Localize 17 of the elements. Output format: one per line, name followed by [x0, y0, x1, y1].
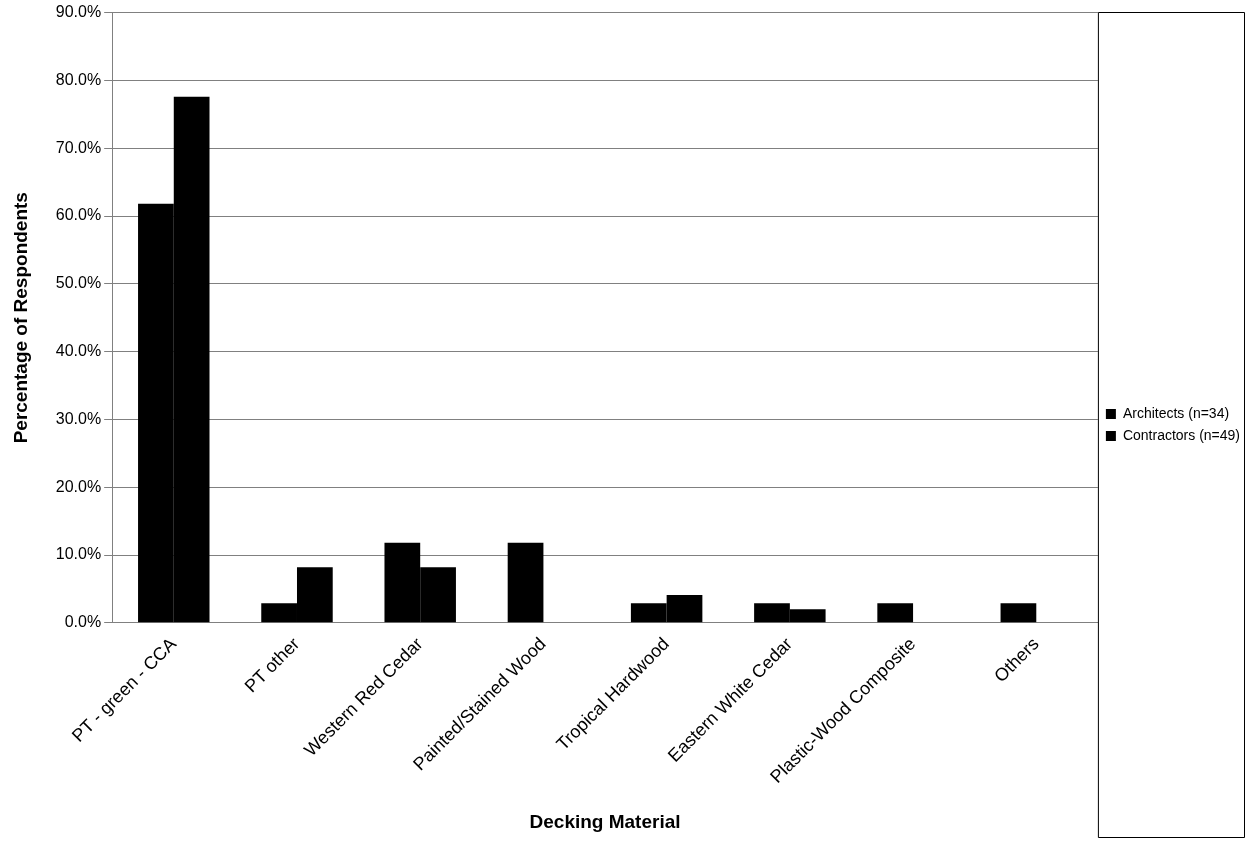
y-tick-label: 90.0%: [55, 3, 102, 21]
y-tick-label: 0.0%: [64, 613, 102, 631]
bar: [507, 542, 544, 623]
y-axis-title: Percentage of Respondents: [9, 192, 31, 444]
y-tick-label: 10.0%: [55, 545, 102, 563]
bar: [1000, 603, 1037, 623]
y-tick-label: 80.0%: [55, 70, 102, 88]
y-tick-label: 50.0%: [55, 274, 102, 292]
y-tick-label: 20.0%: [55, 477, 102, 495]
legend-label: Contractors (n=49): [1122, 426, 1240, 443]
y-tick-label: 70.0%: [55, 138, 102, 156]
bar: [877, 603, 914, 623]
y-tick-label: 60.0%: [55, 206, 102, 224]
y-tick-label: 30.0%: [55, 409, 102, 427]
legend-label: Architects (n=34): [1122, 404, 1230, 421]
x-axis-title: Decking Material: [529, 810, 681, 832]
y-tick-label: 40.0%: [55, 342, 102, 360]
